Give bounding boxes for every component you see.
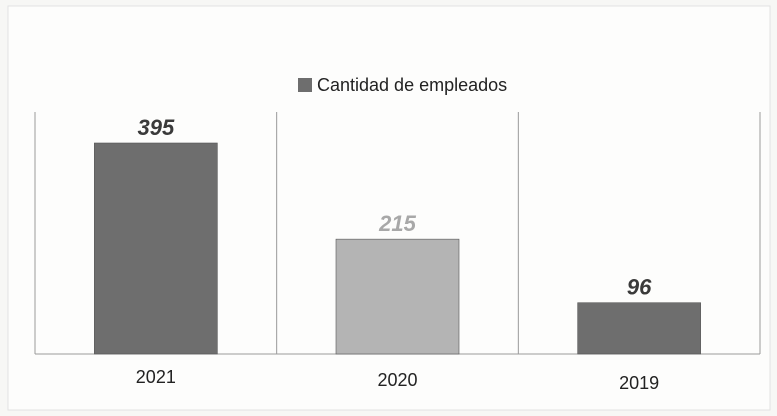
bar	[577, 302, 701, 355]
data-label: 215	[378, 211, 416, 236]
legend-swatch	[298, 78, 312, 92]
legend-label: Cantidad de empleados	[317, 75, 507, 95]
legend: Cantidad de empleados	[298, 75, 507, 95]
data-label: 96	[627, 275, 652, 300]
data-label: 395	[137, 115, 174, 140]
x-tick-label: 2019	[619, 373, 659, 393]
bar	[94, 142, 218, 355]
bar	[335, 238, 460, 355]
x-tick-label: 2020	[377, 370, 417, 390]
x-tick-label: 2021	[136, 367, 176, 387]
